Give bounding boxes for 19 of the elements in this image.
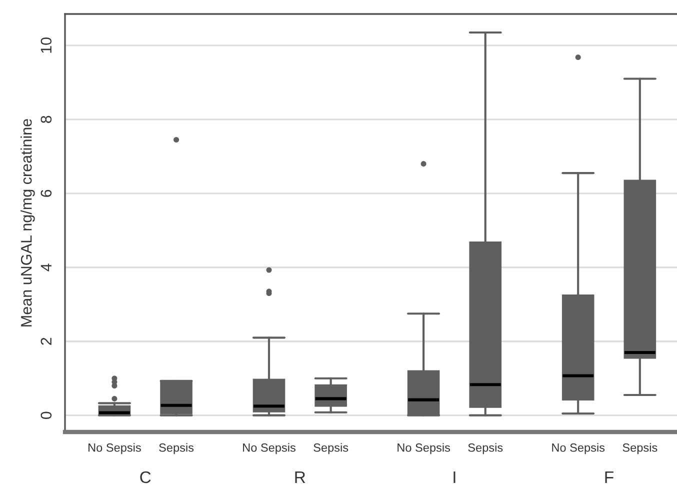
y-tick-label: 8 — [40, 116, 52, 124]
x-tick-label: No Sepsis — [552, 443, 605, 454]
text: I — [454, 472, 456, 483]
y-axis-title: Mean uNGAL ng/mg creatinine — [20, 119, 35, 326]
x-tick-label: Sepsis — [622, 443, 658, 454]
y-tick-label: 4 — [40, 264, 52, 272]
text: C — [140, 471, 151, 484]
x-tick-label: No Sepsis — [398, 443, 450, 454]
x-tick-label: Sepsis — [159, 443, 194, 454]
y-tick-label: 0 — [40, 412, 52, 420]
x-tick-label: Sepsis — [314, 443, 348, 454]
y-tick-label: 10 — [40, 38, 52, 53]
y-tick-label: 2 — [40, 338, 52, 345]
text: F — [605, 472, 614, 483]
y-tick-label: 6 — [40, 190, 52, 197]
x-tick-label: No Sepsis — [243, 443, 296, 454]
x-tick-label: No Sepsis — [88, 443, 141, 454]
x-tick-label: Sepsis — [468, 443, 503, 454]
text: R — [295, 472, 306, 483]
